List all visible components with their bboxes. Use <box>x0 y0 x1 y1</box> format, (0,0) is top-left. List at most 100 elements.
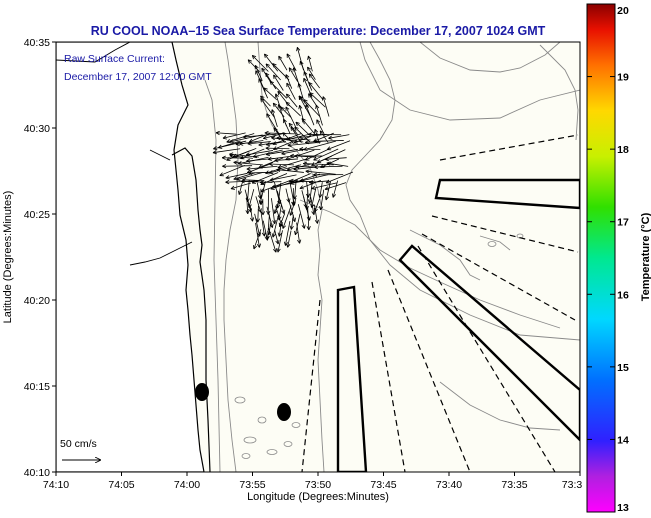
current-vector <box>297 204 306 229</box>
current-vector <box>222 132 246 140</box>
current-vector <box>276 135 311 141</box>
current-vector <box>263 132 285 140</box>
current-vector <box>272 63 290 81</box>
x-tick-label: 73:3 <box>562 479 583 491</box>
current-vector <box>307 55 313 72</box>
current-vector <box>311 182 337 190</box>
current-vector <box>251 54 269 72</box>
current-vector <box>267 155 292 161</box>
current-vector <box>229 152 259 158</box>
current-vector <box>260 97 275 118</box>
colorbar-tick-label: 17 <box>617 217 629 229</box>
current-vector <box>319 189 325 211</box>
current-vector <box>246 165 278 171</box>
x-tick-label: 73:55 <box>239 479 265 491</box>
current-vector <box>233 160 263 166</box>
current-vector <box>277 220 283 237</box>
current-vector <box>258 78 269 99</box>
current-vector <box>306 206 311 231</box>
current-vector <box>265 63 281 81</box>
colorbar-tick-label: 19 <box>617 72 629 84</box>
current-vector <box>278 55 288 71</box>
current-vector <box>303 77 313 98</box>
current-vector <box>219 165 245 177</box>
map-title: RU COOL NOAA–15 Sea Surface Temperature:… <box>91 24 546 38</box>
current-vector <box>285 74 293 89</box>
current-vector <box>324 181 331 201</box>
current-vector <box>266 113 280 135</box>
current-vector <box>281 149 305 156</box>
bathymetry-contours <box>204 42 580 472</box>
current-vector <box>322 96 330 117</box>
colorbar-tick-label: 14 <box>617 434 629 446</box>
x-axis: 74:10 74:05 74:00 73:55 73:50 73:45 73:40 73:35… <box>43 472 583 491</box>
velocity-scale-label: 50 cm/s <box>60 438 97 450</box>
colorbar-tick-label: 15 <box>617 362 629 374</box>
current-vector <box>262 220 269 241</box>
current-vector <box>273 127 285 143</box>
current-vector <box>303 99 320 117</box>
temperature-colorbar: 20 19 18 17 16 15 14 13 Temperature (°C) <box>586 3 651 514</box>
y-axis: 40:35 40:30 40:25 40:20 40:15 40:10 <box>24 37 56 479</box>
y-axis-label: Latitude (Degrees:Minutes) <box>2 191 14 324</box>
x-tick-label: 74:10 <box>43 479 69 491</box>
current-vector <box>290 153 323 158</box>
colorbar-label: Temperature (°C) <box>640 212 651 301</box>
current-vector <box>294 213 301 236</box>
current-vector <box>255 205 260 223</box>
current-vector <box>258 141 280 147</box>
map-plot-area <box>55 41 581 473</box>
current-vector <box>280 106 292 118</box>
current-vector <box>265 146 290 151</box>
current-vector <box>313 204 319 224</box>
current-vector <box>297 83 304 100</box>
current-vector <box>314 164 343 170</box>
current-vector <box>264 130 295 136</box>
current-vector <box>308 132 342 137</box>
current-vector <box>295 121 310 135</box>
current-vector <box>328 134 350 140</box>
current-vector <box>296 222 302 244</box>
current-vector <box>260 198 266 216</box>
current-vector <box>265 148 298 157</box>
current-vector <box>273 74 284 91</box>
dashed-boundary-lines <box>301 134 579 472</box>
barrier-island <box>171 147 211 472</box>
x-tick-label: 73:35 <box>501 479 527 491</box>
current-vector <box>276 230 283 253</box>
current-vector <box>313 139 344 144</box>
current-vector <box>308 73 320 89</box>
river-inlet-north <box>149 149 171 161</box>
current-vector <box>271 109 278 128</box>
current-vector <box>313 172 344 177</box>
current-vector <box>316 119 326 136</box>
current-vector <box>307 66 316 80</box>
current-vector <box>237 180 244 195</box>
shoal-contours <box>234 233 524 459</box>
current-vector <box>271 136 304 143</box>
current-vector <box>274 230 280 245</box>
buoy-marker-east <box>277 403 291 421</box>
current-vector <box>258 188 264 206</box>
current-vector <box>285 101 301 117</box>
current-vector <box>285 93 298 108</box>
x-axis-label: Longitude (Degrees:Minutes) <box>247 491 389 503</box>
x-tick-label: 74:05 <box>108 479 134 491</box>
current-vector <box>290 126 302 143</box>
current-vector <box>260 211 267 237</box>
current-vector <box>276 167 304 173</box>
current-vector <box>215 130 237 136</box>
current-vector <box>282 205 292 229</box>
current-vector <box>305 104 315 126</box>
colorbar-ticks: 20 19 18 17 16 15 14 13 <box>587 3 629 514</box>
current-vector <box>305 169 336 175</box>
current-timestamp: December 17, 2007 12:00 GMT <box>64 71 212 83</box>
shipping-lanes <box>336 178 580 472</box>
current-vector <box>259 180 282 185</box>
colorbar-gradient <box>586 3 616 513</box>
y-tick-label: 40:30 <box>24 123 50 135</box>
current-vector <box>255 222 261 248</box>
current-vector <box>331 180 339 198</box>
current-vector <box>248 170 272 175</box>
current-vector <box>325 171 354 184</box>
